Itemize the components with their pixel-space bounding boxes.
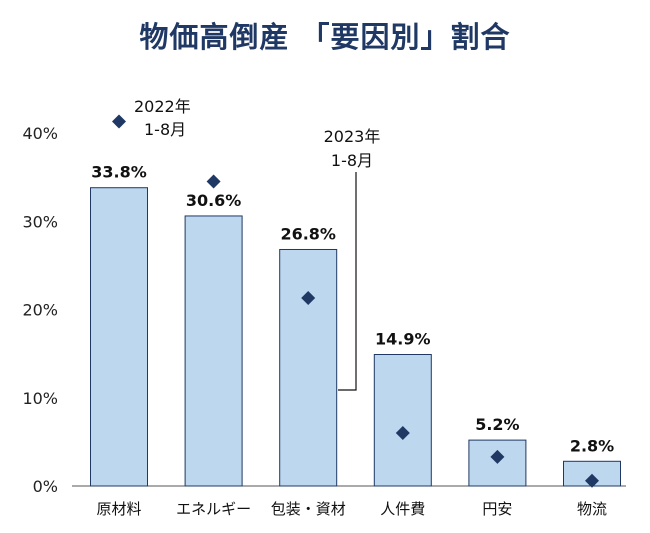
series-annotations: 2022年 1-8月 2023年 1-8月 bbox=[134, 97, 381, 391]
value-label: 30.6% bbox=[186, 191, 242, 210]
bar-2 bbox=[184, 215, 243, 487]
diamond-marker-1 bbox=[112, 114, 126, 129]
diamonds-layer bbox=[112, 114, 599, 488]
value-label: 14.9% bbox=[375, 330, 431, 349]
y-tick-label: 0% bbox=[33, 477, 58, 496]
annotation-2023-line1: 2023年 bbox=[324, 127, 381, 146]
value-label: 33.8% bbox=[91, 163, 147, 182]
bar-4 bbox=[373, 354, 432, 487]
annotation-2022-line1: 2022年 bbox=[134, 97, 191, 116]
category-label: 原材料 bbox=[96, 500, 141, 518]
value-label: 26.8% bbox=[280, 224, 336, 243]
value-label: 5.2% bbox=[475, 415, 519, 434]
category-labels-layer: 原材料 エネルギー 包装・資材 人件費 円安 物流 bbox=[96, 500, 607, 518]
y-tick-label: 40% bbox=[22, 124, 58, 143]
y-axis-ticks: 0% 10% 20% 30% 40% bbox=[22, 124, 58, 496]
value-labels-layer: 33.8% 30.6% 26.8% 14.9% 5.2% 2.8% bbox=[91, 163, 614, 456]
y-tick-label: 30% bbox=[22, 212, 58, 231]
diamond-marker-5 bbox=[490, 449, 505, 464]
y-tick-label: 10% bbox=[22, 389, 58, 408]
category-label: 人件費 bbox=[380, 500, 425, 518]
category-label: 物流 bbox=[577, 500, 607, 518]
bar-3 bbox=[279, 248, 338, 487]
category-label: エネルギー bbox=[176, 500, 251, 518]
diamond-marker-3 bbox=[301, 291, 316, 306]
annotation-leader-line bbox=[338, 172, 357, 391]
category-label: 円安 bbox=[482, 500, 512, 518]
y-tick-label: 20% bbox=[22, 301, 58, 320]
bar-1 bbox=[90, 187, 148, 487]
category-label: 包装・資材 bbox=[271, 500, 346, 518]
diamond-marker-4 bbox=[395, 426, 410, 441]
annotation-2022-line2: 1-8月 bbox=[144, 120, 186, 139]
value-label: 2.8% bbox=[570, 436, 614, 455]
chart-title: 物価高倒産 「要因別」割合 bbox=[139, 20, 511, 54]
diamond-marker-6 bbox=[585, 473, 599, 488]
annotation-2023-line2: 1-8月 bbox=[331, 151, 373, 170]
diamond-marker-2 bbox=[206, 174, 221, 189]
